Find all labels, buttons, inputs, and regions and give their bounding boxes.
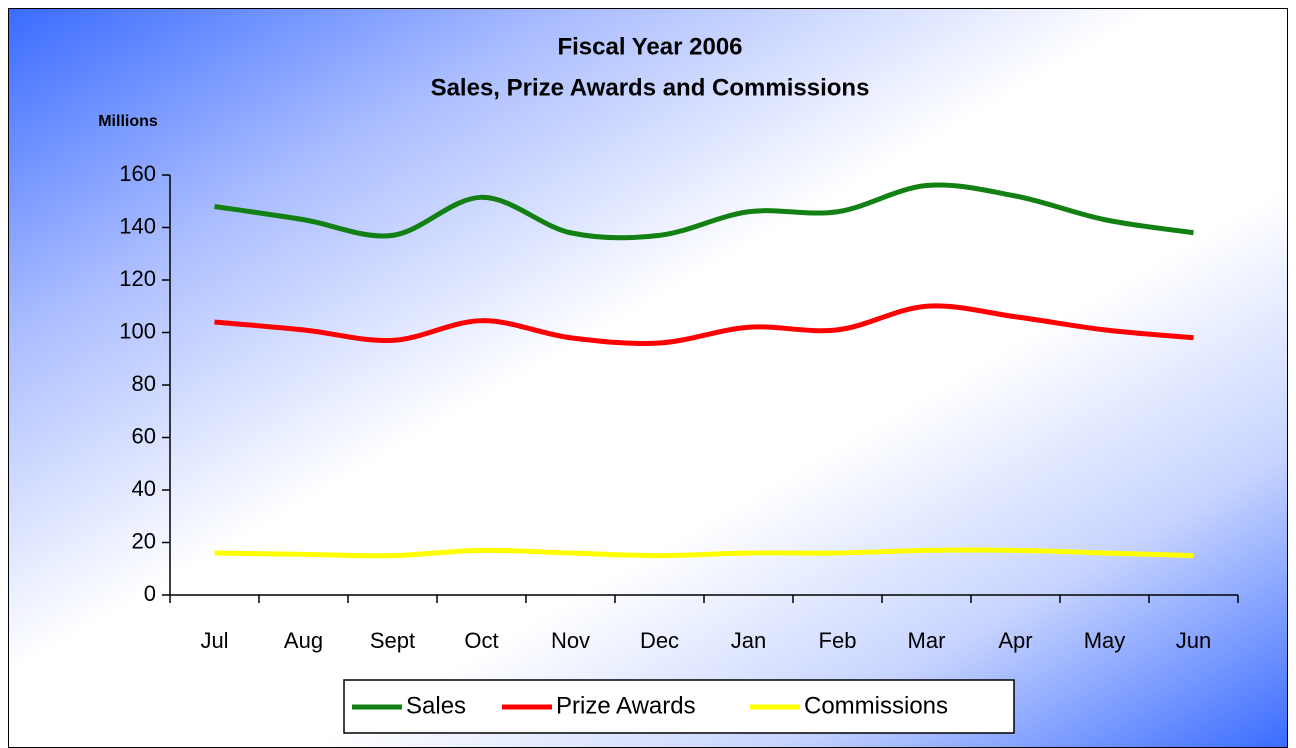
series-line bbox=[214, 547, 1194, 559]
x-tick-label: Aug bbox=[284, 628, 323, 653]
x-tick-label: Oct bbox=[464, 628, 498, 653]
series-line bbox=[214, 182, 1194, 241]
legend-label: Prize Awards bbox=[556, 692, 696, 719]
x-tick-label: Jun bbox=[1176, 628, 1211, 653]
legend-label: Commissions bbox=[804, 692, 948, 719]
x-tick-label: Apr bbox=[998, 628, 1032, 653]
x-tick-label: May bbox=[1084, 628, 1126, 653]
x-tick-label: Mar bbox=[908, 628, 946, 653]
y-axis-label: Millions bbox=[98, 113, 158, 130]
y-tick-label: 0 bbox=[144, 581, 156, 606]
chart-subtitle: Sales, Prize Awards and Commissions bbox=[431, 74, 870, 101]
x-tick-label: Sept bbox=[370, 628, 415, 653]
y-tick-label: 120 bbox=[119, 266, 156, 291]
y-tick-label: 20 bbox=[132, 528, 156, 553]
chart-title: Fiscal Year 2006 bbox=[557, 33, 742, 60]
series-line bbox=[214, 303, 1194, 346]
y-tick-label: 140 bbox=[119, 213, 156, 238]
legend-label: Sales bbox=[406, 692, 466, 719]
y-tick-label: 80 bbox=[132, 371, 156, 396]
y-tick-label: 60 bbox=[132, 423, 156, 448]
y-tick-label: 160 bbox=[119, 161, 156, 186]
y-tick-label: 40 bbox=[132, 476, 156, 501]
legend-box bbox=[343, 679, 1015, 734]
chart-frame bbox=[8, 8, 1288, 748]
x-tick-label: Feb bbox=[819, 628, 857, 653]
x-tick-label: Jan bbox=[731, 628, 766, 653]
x-tick-label: Nov bbox=[551, 628, 590, 653]
x-tick-label: Jul bbox=[200, 628, 228, 653]
y-tick-label: 100 bbox=[119, 318, 156, 343]
x-tick-label: Dec bbox=[640, 628, 679, 653]
